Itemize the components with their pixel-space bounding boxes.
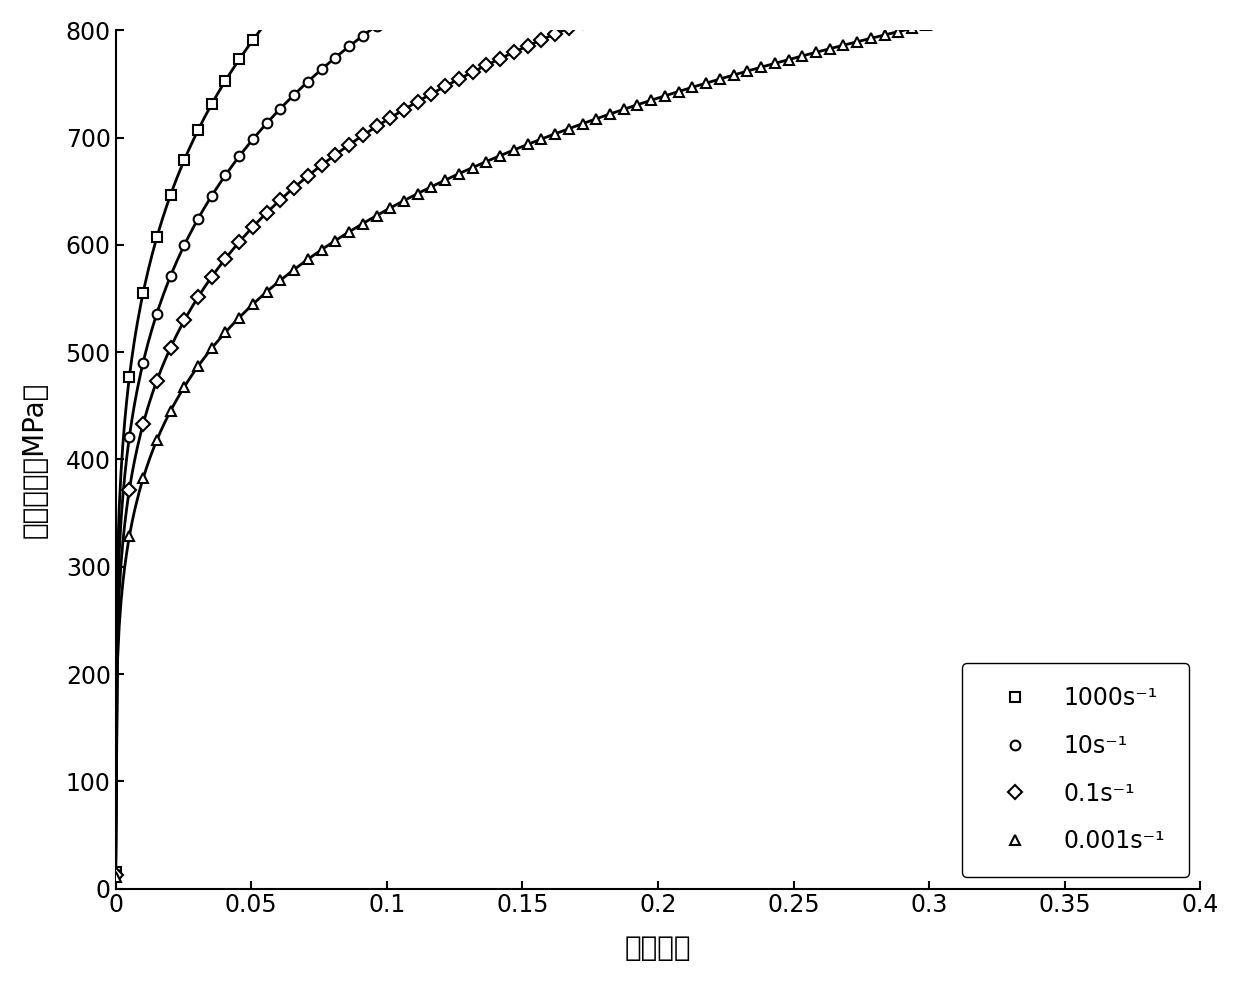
- 1000s⁻¹: [108, 866, 123, 878]
- 0.001s⁻¹: [768, 57, 782, 69]
- 0.001s⁻¹: [108, 871, 123, 883]
- X-axis label: 真实应变: 真实应变: [625, 934, 691, 962]
- 0.001s⁻¹: [849, 35, 864, 47]
- 0.001s⁻¹: [808, 46, 823, 58]
- Line: 0.1s⁻¹: 0.1s⁻¹: [110, 0, 1205, 880]
- Legend: 1000s⁻¹, 10s⁻¹, 0.1s⁻¹, 0.001s⁻¹: 1000s⁻¹, 10s⁻¹, 0.1s⁻¹, 0.001s⁻¹: [962, 663, 1189, 877]
- 0.1s⁻¹: [589, 11, 604, 23]
- Line: 10s⁻¹: 10s⁻¹: [110, 0, 1205, 879]
- Line: 0.001s⁻¹: 0.001s⁻¹: [110, 0, 1205, 882]
- Y-axis label: 真实应力（MPa）: 真实应力（MPa）: [21, 381, 48, 538]
- 10s⁻¹: [108, 868, 123, 880]
- 0.1s⁻¹: [108, 869, 123, 881]
- 0.001s⁻¹: [754, 61, 769, 73]
- 0.001s⁻¹: [589, 113, 604, 125]
- Line: 1000s⁻¹: 1000s⁻¹: [110, 0, 1205, 877]
